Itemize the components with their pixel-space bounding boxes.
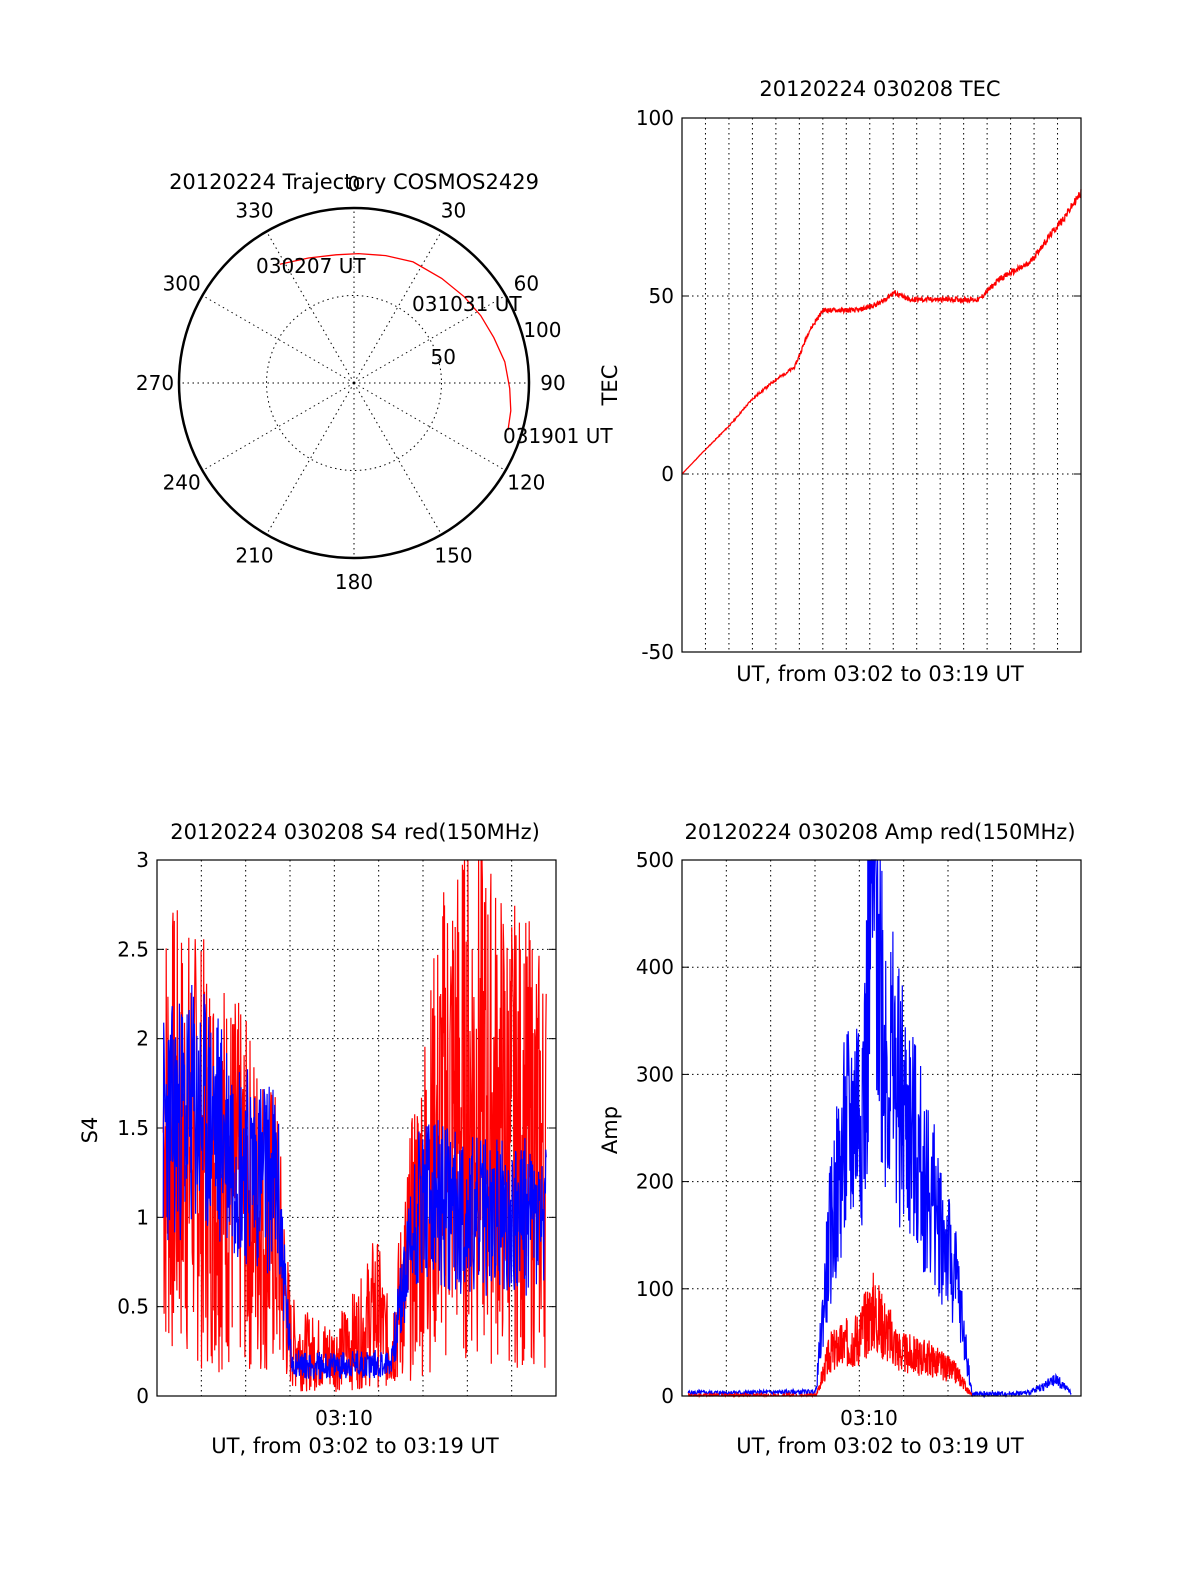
polar-spoke bbox=[266, 382, 355, 535]
polar-spoke bbox=[202, 382, 355, 471]
tec-ylabel: TEC bbox=[598, 365, 622, 407]
amp-title: 20120224 030208 Amp red(150MHz) bbox=[684, 820, 1075, 844]
s4-title: 20120224 030208 S4 red(150MHz) bbox=[170, 820, 540, 844]
polar-ring bbox=[266, 295, 442, 471]
tec-frame bbox=[681, 117, 1082, 653]
polar-spoke bbox=[353, 231, 442, 384]
amp-x-tick-label: 03:10 bbox=[840, 1406, 898, 1430]
amp-frame bbox=[681, 859, 1082, 1397]
polar-radius-label: 100 bbox=[523, 318, 561, 342]
y-tick-label: -50 bbox=[641, 640, 674, 664]
y-tick-label: 300 bbox=[636, 1062, 674, 1086]
polar-angle-label: 150 bbox=[434, 543, 472, 567]
y-tick-label: 0 bbox=[136, 1384, 149, 1408]
s4-ylabel: S4 bbox=[78, 1117, 102, 1144]
amp-panel: 20120224 030208 Amp red(150MHz) 0 100 200 3… bbox=[598, 820, 1082, 1458]
trajectory-line bbox=[279, 252, 512, 431]
polar-angle-label: 0 bbox=[348, 172, 361, 196]
s4-frame bbox=[156, 859, 557, 1397]
s4-panel: 20120224 030208 S4 red(150MHz) 0 0.5 1 1.5 2… bbox=[78, 820, 557, 1458]
polar-angle-label: 60 bbox=[514, 272, 539, 296]
y-tick-label: 0 bbox=[661, 1384, 674, 1408]
y-tick-label: 0.5 bbox=[117, 1295, 149, 1319]
polar-labels: 0 30 60 90 120 150 180 210 240 270 300 330 50 100 bbox=[136, 172, 566, 594]
tec-panel: 20120224 030208 TEC -50 0 50 100 UT, from 0… bbox=[598, 77, 1082, 686]
amp-blue-series-line bbox=[687, 859, 1072, 1399]
polar-angle-label: 90 bbox=[540, 371, 565, 395]
amp-y-tick-labels: 0 100 200 300 400 500 bbox=[636, 848, 674, 1408]
polar-radius-label: 50 bbox=[430, 345, 455, 369]
polar-angle-label: 240 bbox=[163, 471, 201, 495]
s4-x-tick-label: 03:10 bbox=[315, 1406, 373, 1430]
y-tick-label: 100 bbox=[636, 1277, 674, 1301]
y-tick-label: 50 bbox=[649, 284, 674, 308]
s4-blue-series-line bbox=[162, 984, 547, 1380]
polar-angle-label: 330 bbox=[235, 199, 273, 223]
annotation-start-time: 030207 UT bbox=[256, 254, 366, 278]
tec-grid bbox=[682, 117, 1081, 653]
polar-angle-label: 210 bbox=[235, 543, 273, 567]
s4-xlabel: UT, from 03:02 to 03:19 UT bbox=[211, 1434, 499, 1458]
y-tick-label: 100 bbox=[636, 106, 674, 130]
y-tick-label: 0 bbox=[661, 462, 674, 486]
y-tick-label: 1.5 bbox=[117, 1116, 149, 1140]
polar-angle-label: 120 bbox=[507, 471, 545, 495]
annotation-end-time: 031901 UT bbox=[503, 424, 613, 448]
y-tick-label: 2.5 bbox=[117, 937, 149, 961]
polar-title: 20120224 Trajectory COSMOS2429 bbox=[169, 170, 539, 194]
s4-y-tick-labels: 0 0.5 1 1.5 2 2.5 3 bbox=[117, 848, 149, 1408]
amp-red-series-line bbox=[687, 1272, 973, 1399]
polar-grid bbox=[179, 208, 529, 558]
amp-xlabel: UT, from 03:02 to 03:19 UT bbox=[736, 1434, 1024, 1458]
y-tick-label: 500 bbox=[636, 848, 674, 872]
polar-spoke bbox=[353, 382, 506, 471]
tec-xlabel: UT, from 03:02 to 03:19 UT bbox=[736, 662, 1024, 686]
tec-title: 20120224 030208 TEC bbox=[759, 77, 1000, 101]
y-tick-label: 1 bbox=[136, 1205, 149, 1229]
y-tick-label: 400 bbox=[636, 955, 674, 979]
polar-angle-label: 270 bbox=[136, 371, 174, 395]
polar-spoke bbox=[353, 382, 442, 535]
annotation-mid-time: 031031 UT bbox=[412, 292, 522, 316]
polar-outer-circle bbox=[177, 206, 531, 560]
polar-angle-label: 30 bbox=[441, 199, 466, 223]
polar-spoke bbox=[202, 295, 355, 384]
amp-ylabel: Amp bbox=[598, 1106, 622, 1154]
polar-angle-label: 180 bbox=[335, 570, 373, 594]
y-tick-label: 200 bbox=[636, 1170, 674, 1194]
polar-angle-label: 300 bbox=[163, 272, 201, 296]
tec-series-line bbox=[681, 189, 1082, 475]
tec-y-tick-labels: -50 0 50 100 bbox=[636, 106, 674, 664]
y-tick-label: 3 bbox=[136, 848, 149, 872]
polar-trajectory-panel: 20120224 Trajectory COSMOS2429 0 30 60 90 12… bbox=[136, 170, 613, 594]
y-tick-label: 2 bbox=[136, 1027, 149, 1051]
polar-spoke bbox=[266, 231, 355, 384]
polar-spoke bbox=[353, 295, 506, 384]
